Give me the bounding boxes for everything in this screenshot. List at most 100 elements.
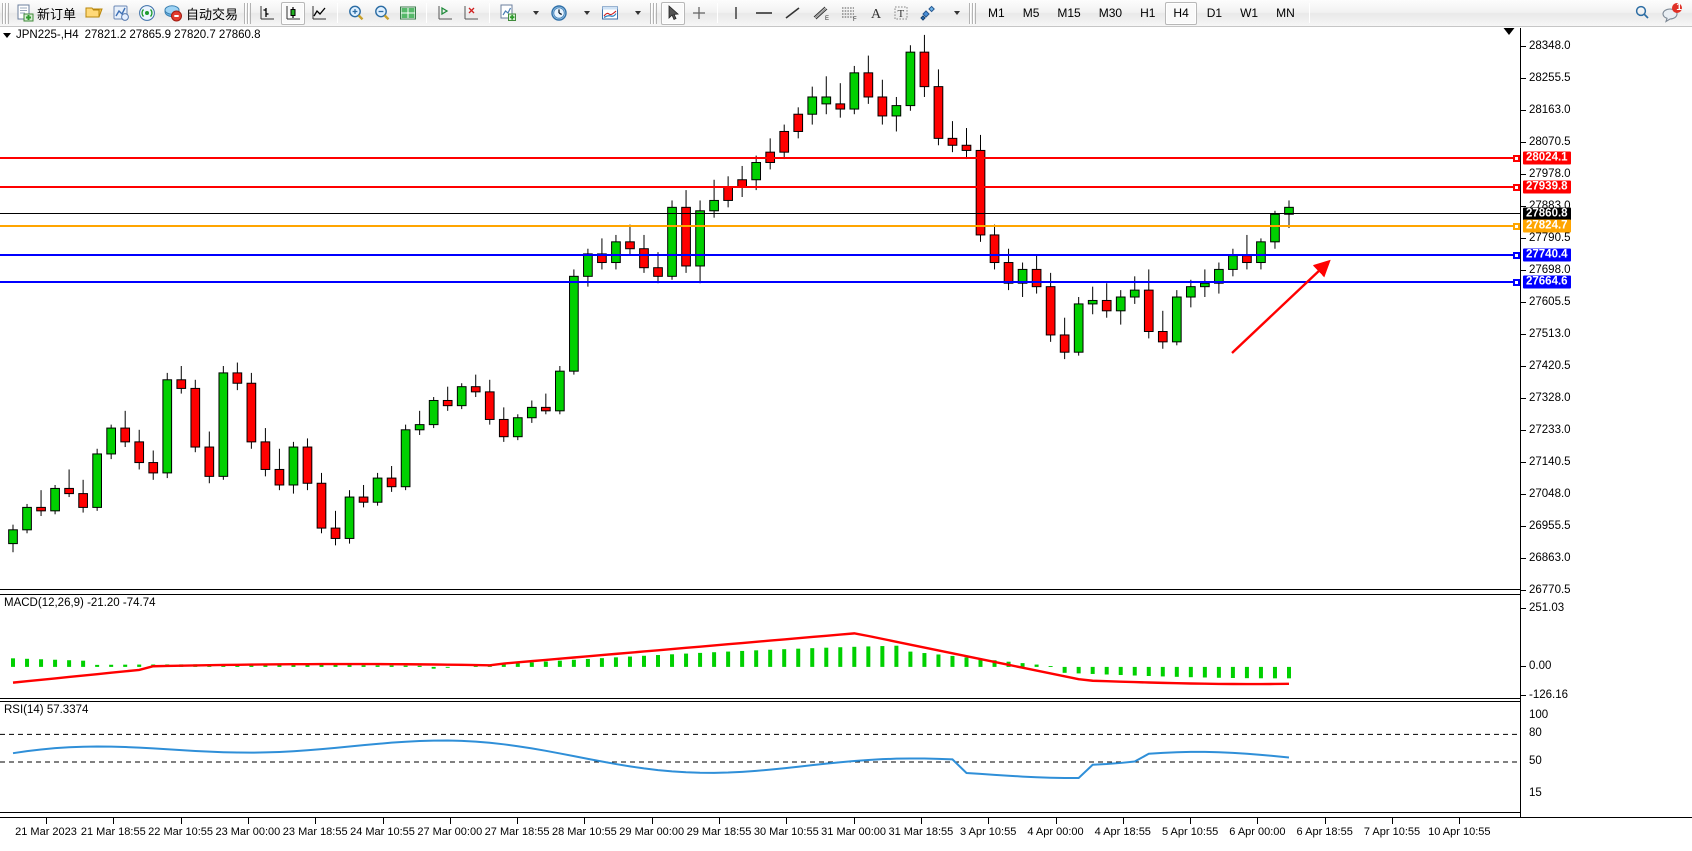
timeframe-h4[interactable]: H4 — [1165, 1, 1197, 25]
timeframe-d1[interactable]: D1 — [1206, 6, 1223, 20]
toolbar-grip-3[interactable] — [650, 2, 658, 24]
rsi-series — [0, 733, 1520, 780]
price-badge-entry-level[interactable]: 27824.7 — [1523, 219, 1571, 233]
autotrading-button[interactable]: 自动交易 — [161, 2, 241, 25]
timeframe-m15[interactable]: M15 — [1057, 6, 1081, 20]
search-icon[interactable] — [1630, 2, 1656, 25]
level-line-entry-level[interactable] — [0, 225, 1520, 228]
symbol-name: JPN225-,H4 — [16, 29, 79, 41]
time-tick — [1392, 818, 1393, 824]
crosshair-icon[interactable] — [687, 2, 711, 25]
new-chart-icon[interactable] — [496, 2, 520, 25]
price-tick-label: 27233.0 — [1529, 424, 1571, 437]
time-tick — [113, 818, 115, 824]
toolbar-separator-4 — [717, 3, 719, 23]
horizontal-line-icon[interactable] — [750, 2, 778, 25]
toolbar-grip-4[interactable] — [969, 2, 977, 24]
zoom-in-icon[interactable] — [344, 2, 368, 25]
time-tick — [247, 818, 249, 824]
price-badge-resistance-2[interactable]: 27939.8 — [1523, 180, 1571, 194]
new-order-button[interactable]: 新订单 — [13, 2, 79, 25]
timeframe-w1[interactable]: W1 — [1240, 6, 1259, 20]
notification-badge: 1 — [1676, 1, 1682, 13]
time-tick — [853, 818, 855, 824]
fibonacci-icon[interactable]: F — [836, 2, 862, 25]
time-tick-label: 6 Apr 18:55 — [1296, 826, 1353, 838]
profiles-icon[interactable] — [109, 2, 133, 25]
level-line-current-price[interactable] — [0, 212, 1520, 214]
chart-shift-marker-icon[interactable] — [1502, 28, 1516, 36]
price-badge-support-1[interactable]: 27740.4 — [1523, 248, 1571, 262]
time-tick — [651, 818, 653, 824]
svg-text:F: F — [853, 17, 857, 22]
text-icon[interactable]: A — [864, 2, 887, 25]
price-tick — [1521, 141, 1526, 143]
price-badge-current-price[interactable]: 27860.8 — [1523, 207, 1571, 221]
folder-icon[interactable] — [81, 2, 107, 25]
level-line-resistance-2[interactable] — [0, 185, 1520, 188]
price-scale[interactable]: 28348.0 28255.5 28163.0 28070.5 27978.0 27883… — [1520, 28, 1692, 823]
equidistant-channel-icon[interactable]: E — [808, 2, 834, 25]
time-tick — [584, 818, 586, 824]
zoom-out-icon[interactable] — [370, 2, 394, 25]
indicators-icon[interactable] — [598, 2, 622, 25]
time-axis[interactable]: 21 Mar 2023 21 Mar 18:55 22 Mar 10:55 23 Ma… — [0, 817, 1692, 851]
timeframe-icon[interactable] — [547, 2, 571, 25]
macd-tick-label: 0.00 — [1529, 659, 1552, 672]
candlestick-chart-icon[interactable] — [281, 1, 306, 25]
time-tick-label: 7 Apr 10:55 — [1363, 826, 1421, 838]
timeframe-mn[interactable]: MN — [1276, 6, 1295, 20]
time-tick-label: 21 Mar 18:55 — [80, 826, 146, 838]
macd-pane[interactable]: MACD(12,26,9) -21.20 -74.74 — [0, 594, 1520, 699]
cursor-icon[interactable] — [661, 1, 686, 25]
auto-scroll-icon[interactable] — [459, 2, 483, 25]
rsi-title: RSI(14) 57.3374 — [4, 704, 89, 716]
price-badge-resistance-1[interactable]: 28024.1 — [1523, 151, 1571, 165]
price-tick-label: 28348.0 — [1529, 39, 1571, 52]
time-tick — [1122, 818, 1124, 824]
chart-menu-caret-icon[interactable] — [3, 32, 11, 38]
trendline-icon[interactable] — [780, 2, 806, 25]
text-label-icon[interactable]: T — [889, 2, 913, 25]
svg-text:A: A — [871, 7, 882, 22]
timeframe-m30[interactable]: M30 — [1098, 6, 1123, 20]
timeframe-m5[interactable]: M5 — [1022, 6, 1040, 20]
time-tick — [382, 818, 384, 824]
notifications-icon[interactable]: 1 — [1658, 2, 1686, 25]
timeframe-dropdown[interactable] — [573, 2, 596, 25]
level-handle-resistance-1[interactable] — [1513, 154, 1520, 162]
level-handle-support-2[interactable] — [1513, 278, 1520, 286]
level-line-support-2[interactable] — [0, 280, 1520, 283]
time-tick-label: 10 Apr 10:55 — [1428, 826, 1491, 838]
level-handle-support-1[interactable] — [1513, 252, 1520, 260]
bar-chart-icon[interactable] — [255, 2, 279, 25]
rsi-pane[interactable]: RSI(14) 57.3374 — [0, 701, 1520, 813]
price-tick-label: 27605.5 — [1529, 296, 1571, 309]
line-chart-icon[interactable] — [307, 2, 331, 25]
timeframe-h1[interactable]: H1 — [1140, 6, 1156, 20]
data-window-icon[interactable] — [396, 2, 420, 25]
chart-shift-icon[interactable] — [433, 2, 457, 25]
objects-dropdown[interactable] — [943, 2, 966, 25]
level-line-support-1[interactable] — [0, 254, 1520, 257]
toolbar-grip-2[interactable] — [244, 2, 252, 24]
macd-tick-label: 251.03 — [1529, 602, 1565, 614]
rsi-tick-label: 15 — [1529, 787, 1542, 800]
level-handle-entry-level[interactable] — [1513, 223, 1520, 231]
price-badge-support-2[interactable]: 27664.6 — [1523, 275, 1571, 289]
price-pane[interactable] — [0, 28, 1520, 590]
signals-icon[interactable] — [135, 2, 159, 25]
new-chart-dropdown[interactable] — [522, 2, 545, 25]
toolbar-grip-1[interactable] — [2, 2, 9, 24]
time-tick-label: 21 Mar 2023 — [15, 826, 77, 838]
level-line-resistance-1[interactable] — [0, 156, 1520, 159]
objects-icon[interactable] — [915, 2, 941, 25]
timeframe-m1[interactable]: M1 — [988, 6, 1005, 20]
vertical-line-icon[interactable] — [724, 2, 748, 25]
price-tick — [1521, 45, 1526, 47]
level-handle-resistance-2[interactable] — [1513, 183, 1520, 191]
price-tick-label: 27513.0 — [1529, 327, 1571, 340]
time-tick-label: 31 Mar 00:00 — [821, 826, 887, 838]
indicators-dropdown[interactable] — [624, 2, 647, 25]
time-tick — [786, 818, 788, 824]
